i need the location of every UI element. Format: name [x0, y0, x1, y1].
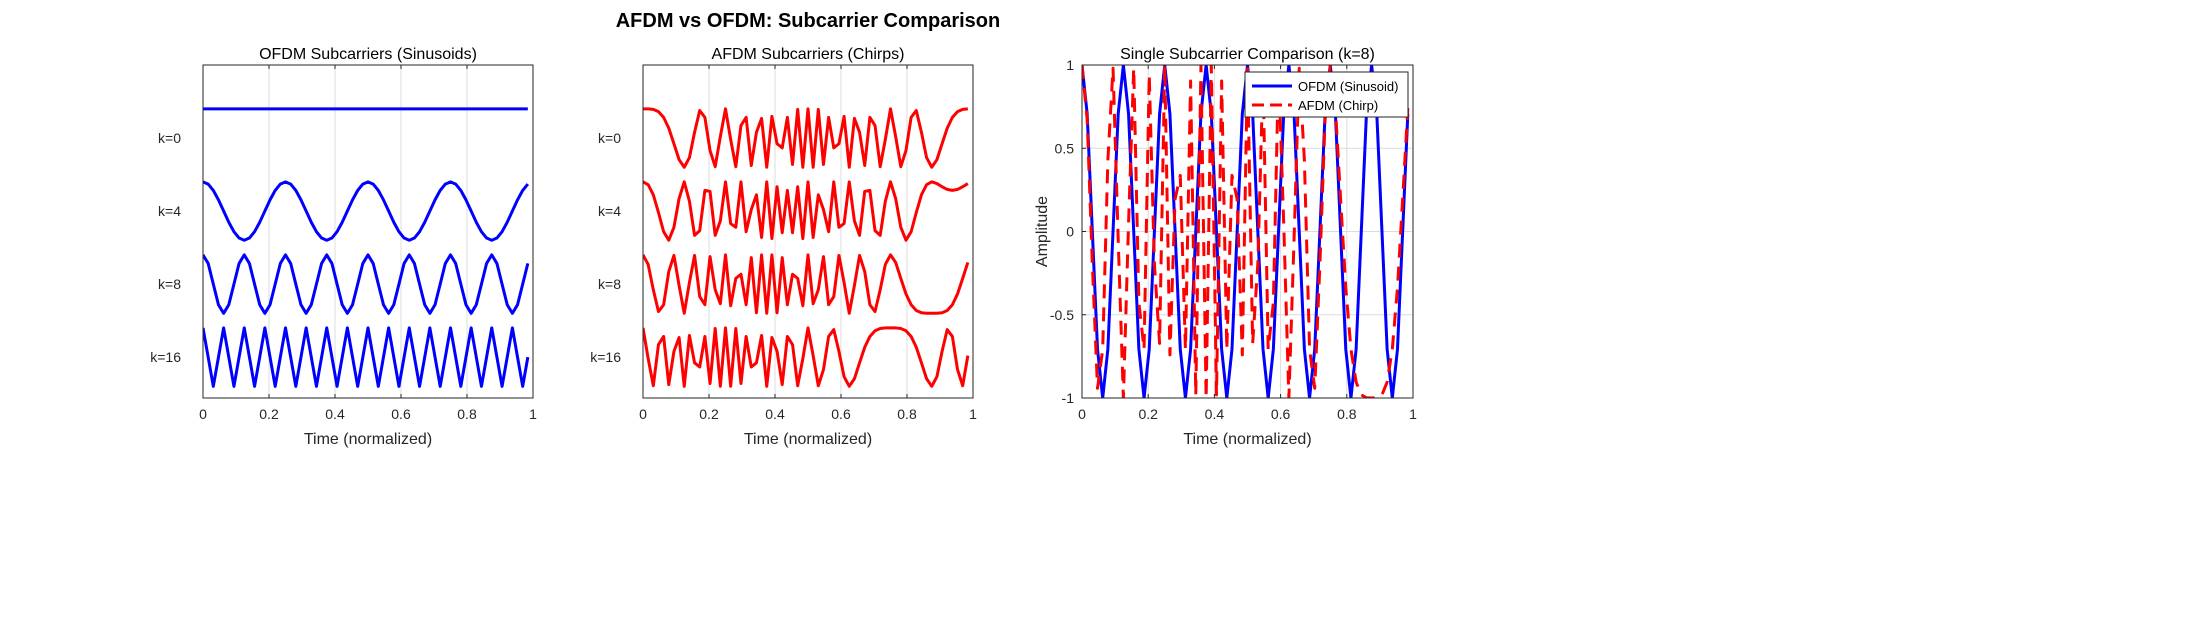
- axes-box: [1081, 64, 1414, 399]
- y-tick-label: k=16: [150, 349, 181, 365]
- series-line-k8: [203, 253, 530, 315]
- x-tick-label: 0.6: [391, 406, 411, 422]
- y-tick-label: k=8: [158, 276, 181, 292]
- x-tick-label: 0.6: [831, 406, 851, 422]
- y-tick-label: k=0: [598, 130, 621, 146]
- y-tick-label: -1: [1062, 390, 1075, 406]
- y-tick-label: 0.5: [1055, 140, 1075, 156]
- series-line-k4: [203, 180, 530, 242]
- series-line-k8: [643, 253, 970, 315]
- y-tick-label: 1: [1066, 57, 1074, 73]
- x-tick-label: 0.2: [259, 406, 279, 422]
- y-tick-label: k=0: [158, 130, 181, 146]
- x-tick-label: 0: [199, 406, 207, 422]
- subplot-3: -1 -0.5 0 0.5 1 Amplitude OFDM (Sinusoid) AFDM …: [1034, 46, 1417, 448]
- subplot-title: OFDM Subcarriers (Sinusoids): [259, 46, 477, 63]
- subplot-title: AFDM Subcarriers (Chirps): [712, 46, 905, 63]
- x-tick-label: 0.2: [1138, 406, 1158, 422]
- legend-label: OFDM (Sinusoid): [1298, 79, 1398, 94]
- y-tick-label: -0.5: [1050, 307, 1074, 323]
- legend-label: AFDM (Chirp): [1298, 98, 1378, 113]
- subplot-title: Single Subcarrier Comparison (k=8): [1120, 46, 1375, 63]
- series-line-afdm: [1082, 65, 1410, 398]
- x-tick-label: 0: [639, 406, 647, 422]
- x-axis-label: Time (normalized): [304, 431, 432, 448]
- y-axis-label: Amplitude: [1034, 196, 1051, 267]
- y-tick-label: k=4: [158, 203, 181, 219]
- series-line-k4: [643, 180, 969, 242]
- axes-box: [202, 64, 534, 399]
- x-tick-label: 0.8: [457, 406, 477, 422]
- x-tick-label: 1: [1409, 406, 1417, 422]
- x-tick-label: 1: [529, 406, 537, 422]
- figure-title: AFDM vs OFDM: Subcarrier Comparison: [616, 10, 1001, 32]
- series-line-k16: [203, 326, 530, 388]
- x-tick-label: 0.8: [1337, 406, 1357, 422]
- x-tick-label: 0.4: [765, 406, 785, 422]
- x-tick-label: 0.4: [325, 406, 345, 422]
- x-tick-label: 0: [1078, 406, 1086, 422]
- subplot-2: k=0 k=4 k=8 k=16 0 0.2 0.4 0.6 0.8 1 AFDM Subcarri…: [590, 46, 977, 448]
- series-line-k0: [643, 107, 968, 169]
- legend-box: [1244, 71, 1409, 118]
- y-tick-label: k=16: [590, 349, 621, 365]
- axes-box: [642, 64, 974, 399]
- y-tick-label: k=4: [598, 203, 621, 219]
- legend: OFDM (Sinusoid) AFDM (Chirp): [1244, 71, 1409, 118]
- x-tick-label: 0.4: [1205, 406, 1225, 422]
- x-tick-label: 0.2: [699, 406, 719, 422]
- x-axis-label: Time (normalized): [744, 431, 872, 448]
- x-axis-label: Time (normalized): [1183, 431, 1311, 448]
- x-tick-label: 0.8: [897, 406, 917, 422]
- x-tick-label: 0.6: [1271, 406, 1291, 422]
- y-tick-label: k=8: [598, 276, 621, 292]
- y-tick-label: 0: [1066, 224, 1074, 240]
- x-tick-label: 1: [969, 406, 977, 422]
- subplot-1: k=0 k=4 k=8 k=16 0 0.2 0.4 0.6 0.8 1 OFDM Subcarri…: [150, 46, 537, 448]
- series-line-k16: [643, 326, 970, 388]
